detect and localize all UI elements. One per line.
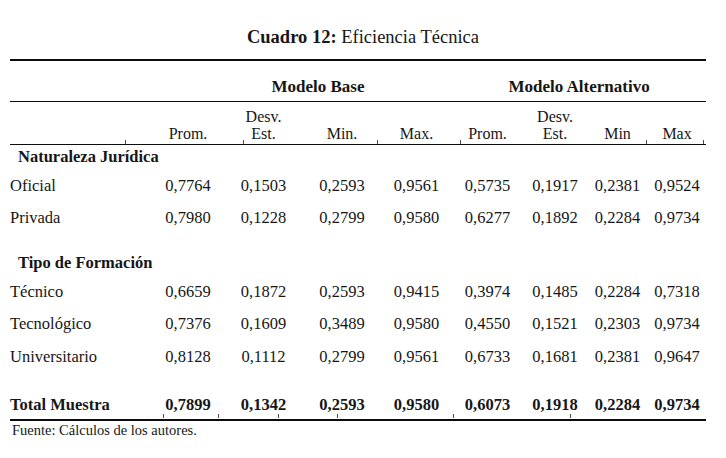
- corner-cell: [10, 102, 152, 145]
- cell: 0,5735: [452, 169, 523, 202]
- table-row-tecnico: Técnico 0,6659 0,1872 0,2593 0,9415 0,39…: [10, 276, 706, 307]
- cell-boundary-ticks: [0, 140, 726, 145]
- cell: 0,2303: [587, 307, 648, 340]
- cell: 0,1892: [523, 202, 587, 233]
- caption-text: Eficiencia Técnica: [337, 27, 479, 47]
- cell: 0,6277: [452, 202, 523, 233]
- cell: 0,7764: [152, 169, 224, 202]
- cell: 0,1872: [224, 276, 303, 307]
- row-label: Técnico: [10, 276, 152, 307]
- spacer-row: [10, 374, 706, 390]
- col-header-desv-est-alt: Desv.Est.: [523, 102, 587, 145]
- cell: 0,1609: [224, 307, 303, 340]
- cell: 0,1503: [224, 169, 303, 202]
- cell: 0,9647: [648, 340, 706, 374]
- corner-cell: [10, 60, 152, 102]
- col-header-max-base: Max.: [381, 102, 452, 145]
- cell: 0,2284: [587, 276, 648, 307]
- row-label: Privada: [10, 202, 152, 233]
- table-row-universitario: Universitario 0,8128 0,1112 0,2799 0,956…: [10, 340, 706, 374]
- cell: 0,9734: [648, 202, 706, 233]
- document-page: Cuadro 12: Eficiencia Técnica Modelo Bas…: [0, 0, 726, 458]
- col-header-min-base: Min.: [303, 102, 381, 145]
- cell: 0,9561: [381, 340, 452, 374]
- col-header-desv-est-base: Desv.Est.: [224, 102, 303, 145]
- section-label: Tipo de Formación: [10, 249, 706, 276]
- cell-boundary-ticks: [0, 414, 726, 419]
- col-header-min-alt: Min: [587, 102, 648, 145]
- group-header-modelo-base: Modelo Base: [152, 60, 452, 102]
- table-row-tecnologico: Tecnológico 0,7376 0,1609 0,3489 0,9580 …: [10, 307, 706, 340]
- table-row-oficial: Oficial 0,7764 0,1503 0,2593 0,9561 0,57…: [10, 169, 706, 202]
- cell: 0,7376: [152, 307, 224, 340]
- cell: 0,2799: [303, 340, 381, 374]
- column-header-row: Prom. Desv.Est. Min. Max. Prom. Desv.Est…: [10, 102, 706, 145]
- cell: 0,9524: [648, 169, 706, 202]
- table-row-privada: Privada 0,7980 0,1228 0,2799 0,9580 0,62…: [10, 202, 706, 233]
- cell: 0,2284: [587, 202, 648, 233]
- cell: 0,9734: [648, 307, 706, 340]
- table-caption: Cuadro 12: Eficiencia Técnica: [0, 26, 726, 48]
- cell: 0,1112: [224, 340, 303, 374]
- cell: 0,3974: [452, 276, 523, 307]
- cell: 0,2381: [587, 169, 648, 202]
- cell: 0,2593: [303, 169, 381, 202]
- cell: 0,4550: [452, 307, 523, 340]
- cell: 0,9415: [381, 276, 452, 307]
- cell: 0,6733: [452, 340, 523, 374]
- row-label: Tecnológico: [10, 307, 152, 340]
- cell: 0,1228: [224, 202, 303, 233]
- cell: 0,9561: [381, 169, 452, 202]
- cell: 0,9580: [381, 307, 452, 340]
- cell: 0,1485: [523, 276, 587, 307]
- cell: 0,2593: [303, 276, 381, 307]
- cell: 0,1681: [523, 340, 587, 374]
- cell: 0,7318: [648, 276, 706, 307]
- cell: 0,3489: [303, 307, 381, 340]
- col-header-max-alt: Max: [648, 102, 706, 145]
- efficiency-table: Modelo Base Modelo Alternativo Prom. Des…: [10, 59, 706, 421]
- source-note: Fuente: Cálculos de los autores.: [12, 422, 197, 439]
- group-header-row: Modelo Base Modelo Alternativo: [10, 60, 706, 102]
- desv-line1: Desv.: [537, 108, 573, 125]
- cell: 0,1521: [523, 307, 587, 340]
- section-row-naturaleza-juridica: Naturaleza Jurídica: [10, 145, 706, 170]
- cell: 0,1917: [523, 169, 587, 202]
- cell: 0,6659: [152, 276, 224, 307]
- col-header-prom-alt: Prom.: [452, 102, 523, 145]
- desv-line1: Desv.: [246, 108, 282, 125]
- section-label: Naturaleza Jurídica: [10, 145, 706, 170]
- section-row-tipo-de-formacion: Tipo de Formación: [10, 249, 706, 276]
- cell: 0,9580: [381, 202, 452, 233]
- col-header-prom-base: Prom.: [152, 102, 224, 145]
- row-label: Oficial: [10, 169, 152, 202]
- row-label: Universitario: [10, 340, 152, 374]
- cell: 0,7980: [152, 202, 224, 233]
- cell: 0,2381: [587, 340, 648, 374]
- caption-number: Cuadro 12:: [247, 27, 337, 47]
- cell: 0,8128: [152, 340, 224, 374]
- spacer-row: [10, 233, 706, 249]
- group-header-modelo-alternativo: Modelo Alternativo: [452, 60, 706, 102]
- cell: 0,2799: [303, 202, 381, 233]
